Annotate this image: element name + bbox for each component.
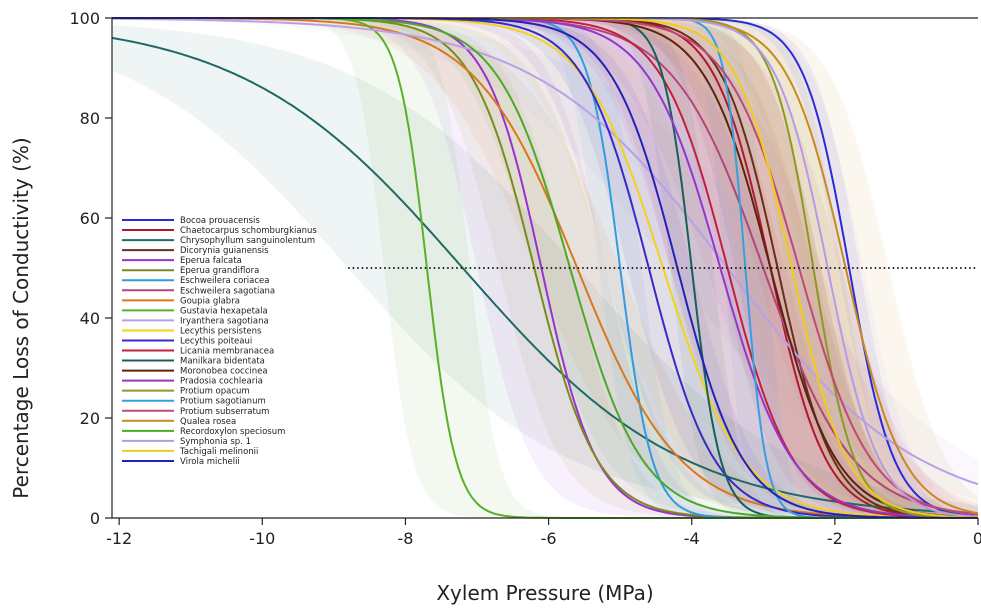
band-lecythis-persistens	[112, 18, 978, 518]
x-tick-label: -10	[249, 529, 275, 548]
y-ticks: 0 20 40 60 80 100	[69, 9, 112, 528]
band-virola-michelii	[112, 18, 978, 518]
legend-label-symphonia-sp-1: Symphonia sp. 1	[180, 437, 251, 447]
legend-label-virola-michelii: Virola michelii	[180, 457, 240, 467]
band-recordoxylon-speciosum	[112, 18, 978, 518]
x-tick-label: 0	[973, 529, 981, 548]
x-tick-label: -4	[684, 529, 700, 548]
legend-label-iryanthera-sagotiana: Iryanthera sagotiana	[180, 316, 269, 326]
band-bocoa-prouacensis	[112, 18, 978, 517]
band-pradosia-cochlearia	[112, 18, 978, 518]
band-goupia-glabra	[112, 18, 978, 518]
x-axis-title: Xylem Pressure (MPa)	[436, 581, 653, 605]
legend-label-eperua-falcata: Eperua falcata	[180, 256, 242, 266]
y-tick-label: 100	[69, 9, 100, 28]
y-tick-label: 0	[90, 509, 100, 528]
legend-label-bocoa-prouacensis: Bocoa prouacensis	[180, 216, 260, 226]
x-tick-label: -8	[397, 529, 413, 548]
band-eperua-grandiflora	[112, 18, 978, 518]
legend-label-moronobea-coccinea: Moronobea coccinea	[180, 367, 268, 377]
legend-label-goupia-glabra: Goupia glabra	[180, 296, 240, 306]
axes	[111, 17, 978, 519]
legend-label-lecythis-poiteaui: Lecythis poiteaui	[180, 336, 252, 346]
band-qualea-rosea	[112, 18, 978, 517]
legend-label-dicorynia-guianensis: Dicorynia guianensis	[180, 246, 269, 256]
legend-label-eschweilera-coriacea: Eschweilera coriacea	[180, 276, 269, 286]
y-tick-label: 40	[80, 309, 100, 328]
legend-label-eschweilera-sagotiana: Eschweilera sagotiana	[180, 286, 275, 296]
legend-label-eperua-grandiflora: Eperua grandiflora	[180, 266, 259, 276]
band-licania-membranacea	[112, 18, 978, 518]
legend-label-protium-subserratum: Protium subserratum	[180, 407, 269, 417]
legend-label-chrysophyllum-sanguinolentum: Chrysophyllum sanguinolentum	[180, 236, 315, 246]
band-chrysophyllum-sanguinolentum	[112, 25, 978, 517]
legend-label-qualea-rosea: Qualea rosea	[180, 417, 236, 427]
y-tick-label: 80	[80, 109, 100, 128]
legend-label-lecythis-persistens: Lecythis persistens	[180, 326, 262, 336]
curve-chrysophyllum-sanguinolentum	[111, 36, 979, 515]
legend-label-protium-sagotianum: Protium sagotianum	[180, 397, 266, 407]
legend-label-tachigali-melinonii: Tachigali melinonii	[179, 447, 258, 457]
band-symphonia-sp-1	[112, 18, 978, 518]
legend-label-manilkara-bidentata: Manilkara bidentata	[180, 357, 265, 367]
y-tick-label: 20	[80, 409, 100, 428]
y-tick-label: 60	[80, 209, 100, 228]
band-eperua-falcata	[112, 18, 978, 518]
x-tick-label: -2	[827, 529, 843, 548]
x-tick-label: -6	[541, 529, 557, 548]
legend-label-recordoxylon-speciosum: Recordoxylon speciosum	[180, 427, 285, 437]
y-axis-title: Percentage Loss of Conductivity (%)	[9, 137, 33, 498]
legend-label-protium-opacum: Protium opacum	[180, 387, 250, 397]
legend-label-licania-membranacea: Licania membranacea	[180, 347, 274, 357]
curve-iryanthera-sagotiana	[112, 17, 979, 486]
x-ticks: -12 -10 -8 -6 -4 -2 0	[106, 518, 981, 548]
x-tick-label: -12	[106, 529, 132, 548]
legend-label-pradosia-cochlearia: Pradosia cochlearia	[180, 377, 263, 387]
band-protium-opacum	[112, 18, 978, 518]
band-iryanthera-sagotiana	[112, 18, 978, 499]
legend-label-gustavia-hexapetala: Gustavia hexapetala	[180, 306, 268, 316]
band-protium-sagotianum	[112, 18, 978, 518]
legend-label-chaetocarpus-schomburgkianus: Chaetocarpus schomburgkianus	[180, 226, 317, 236]
